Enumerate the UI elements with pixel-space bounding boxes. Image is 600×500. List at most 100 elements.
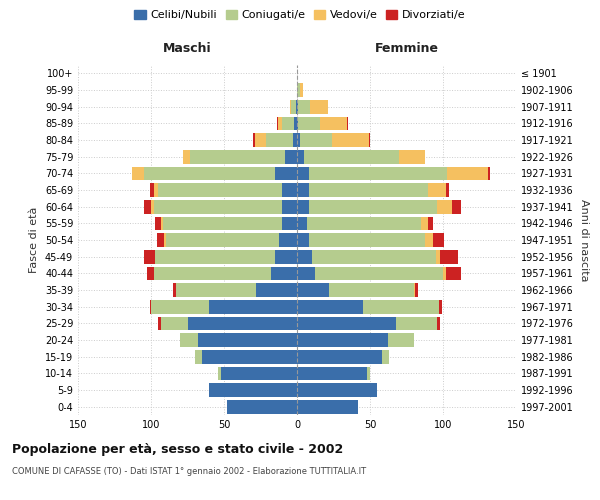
Bar (297, 166, 308, 180)
Bar (300, 133, 332, 147)
Bar (314, 266, 443, 280)
Bar (304, 150, 399, 164)
Bar (158, 183, 283, 197)
Bar (280, 233, 297, 247)
Bar (488, 166, 490, 180)
Bar (144, 166, 275, 180)
Bar (173, 283, 176, 297)
Bar (278, 116, 283, 130)
Bar (296, 100, 297, 114)
Bar (218, 366, 221, 380)
Bar (297, 350, 382, 364)
Bar (297, 100, 298, 114)
Bar (149, 300, 151, 314)
Bar (151, 200, 154, 213)
Bar (297, 300, 363, 314)
Bar (440, 250, 458, 264)
Bar (428, 183, 446, 197)
Bar (164, 233, 166, 247)
Bar (190, 150, 286, 164)
Bar (163, 216, 283, 230)
Bar (297, 116, 298, 130)
Bar (310, 100, 328, 114)
Bar (254, 133, 266, 147)
Bar (161, 316, 188, 330)
Bar (308, 233, 425, 247)
Bar (332, 133, 368, 147)
Text: COMUNE DI CAFASSE (TO) - Dati ISTAT 1° gennaio 2002 - Elaborazione TUTTITALIA.IT: COMUNE DI CAFASSE (TO) - Dati ISTAT 1° g… (12, 468, 366, 476)
Bar (368, 133, 370, 147)
Bar (132, 166, 144, 180)
Bar (151, 300, 209, 314)
Bar (283, 200, 297, 213)
Bar (202, 350, 297, 364)
Bar (363, 300, 439, 314)
Bar (144, 250, 155, 264)
Bar (286, 150, 297, 164)
Bar (421, 216, 428, 230)
Bar (157, 233, 164, 247)
Bar (293, 133, 297, 147)
Bar (154, 183, 158, 197)
Bar (308, 166, 448, 180)
Bar (439, 300, 442, 314)
Bar (144, 200, 151, 213)
Bar (297, 283, 329, 297)
Bar (433, 233, 445, 247)
Bar (155, 250, 275, 264)
Bar (266, 133, 293, 147)
Bar (277, 116, 278, 130)
Bar (290, 100, 291, 114)
Bar (415, 283, 418, 297)
Bar (227, 400, 297, 413)
Bar (437, 200, 452, 213)
Bar (298, 116, 320, 130)
Bar (367, 366, 370, 380)
Bar (297, 383, 377, 397)
Bar (399, 150, 425, 164)
Bar (154, 200, 283, 213)
Bar (297, 250, 311, 264)
Bar (297, 133, 300, 147)
Bar (300, 83, 303, 97)
Bar (275, 166, 297, 180)
Bar (149, 183, 154, 197)
Bar (155, 216, 161, 230)
Bar (311, 250, 436, 264)
Bar (443, 266, 446, 280)
Bar (195, 350, 202, 364)
Bar (297, 216, 307, 230)
Text: Popolazione per età, sesso e stato civile - 2002: Popolazione per età, sesso e stato civil… (12, 442, 343, 456)
Bar (329, 283, 414, 297)
Bar (283, 116, 294, 130)
Bar (320, 116, 347, 130)
Bar (428, 216, 433, 230)
Bar (283, 216, 297, 230)
Bar (307, 216, 421, 230)
Bar (161, 216, 163, 230)
Bar (308, 183, 428, 197)
Bar (436, 250, 440, 264)
Bar (425, 233, 433, 247)
Bar (347, 116, 348, 130)
Bar (283, 183, 297, 197)
Bar (382, 350, 389, 364)
Bar (437, 316, 440, 330)
Bar (297, 400, 358, 413)
Bar (448, 166, 488, 180)
Y-axis label: Fasce di età: Fasce di età (29, 207, 39, 273)
Bar (198, 333, 297, 347)
Bar (297, 366, 367, 380)
Bar (209, 300, 297, 314)
Bar (298, 100, 310, 114)
Bar (446, 183, 449, 197)
Legend: Celibi/Nubili, Coniugati/e, Vedovi/e, Divorziati/e: Celibi/Nubili, Coniugati/e, Vedovi/e, Di… (130, 6, 470, 25)
Bar (297, 150, 304, 164)
Bar (183, 150, 190, 164)
Bar (388, 333, 414, 347)
Bar (396, 316, 437, 330)
Bar (158, 316, 161, 330)
Bar (297, 183, 308, 197)
Bar (154, 266, 271, 280)
Bar (188, 316, 297, 330)
